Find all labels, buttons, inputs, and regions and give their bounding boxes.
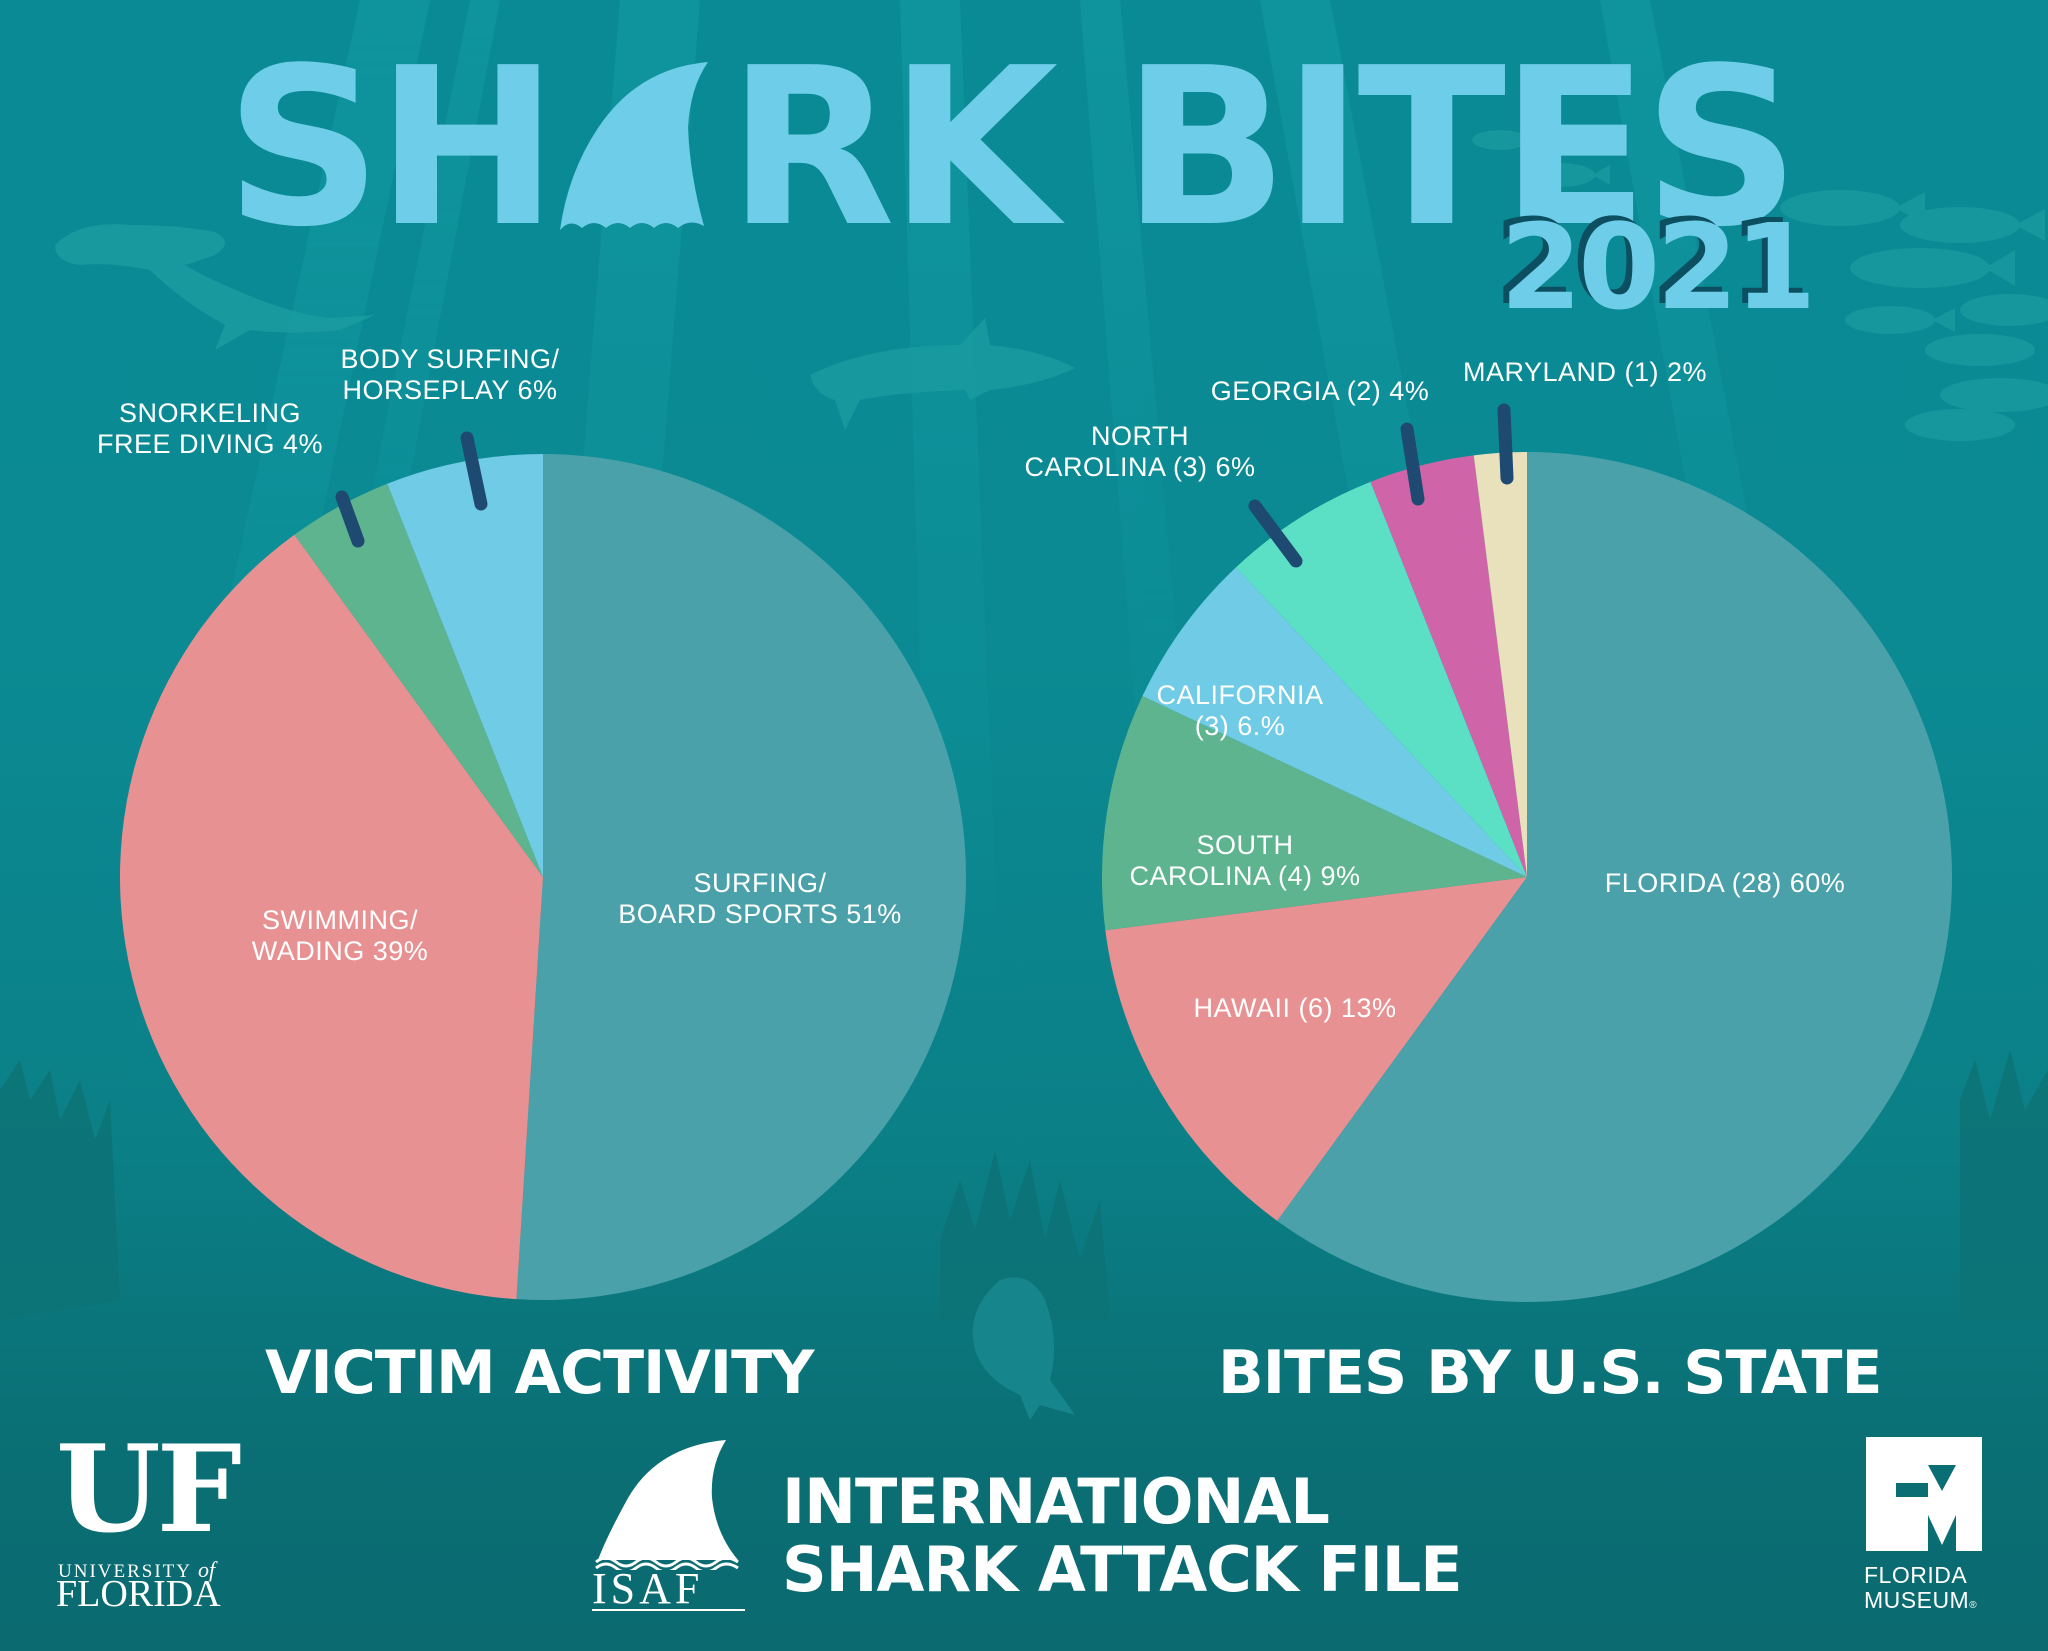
museum-line1: FLORIDA (1864, 1562, 1968, 1588)
leader-line (460, 431, 488, 511)
year-label: 2021 (1500, 198, 1816, 336)
label-surfing: SURFING/ BOARD SPORTS 51% (610, 868, 910, 930)
coral-silhouette (0, 1050, 2048, 1320)
label-south-carolina: SOUTH CAROLINA (4) 9% (1100, 830, 1390, 892)
florida-museum-logo-icon (1866, 1437, 1982, 1551)
uf-of-text: of (198, 1557, 216, 1582)
victim-activity-pie (120, 453, 967, 1300)
victim-activity-title: VICTIM ACTIVITY (265, 1338, 814, 1408)
label-line: FLORIDA (28) 60% (1604, 868, 1846, 898)
bites-by-state-pie (1102, 452, 1952, 1302)
isaf-name-line2: SHARK ATTACK FILE (782, 1533, 1463, 1606)
label-hawaii: HAWAII (6) 13% (1170, 993, 1420, 1024)
label-line: BODY SURFING/ (340, 344, 560, 374)
leader-line (1497, 403, 1514, 485)
isaf-fin-logo-icon (595, 1440, 739, 1570)
pie-slice (1236, 481, 1527, 877)
pie-slice (1142, 567, 1527, 877)
label-line: HAWAII (6) 13% (1193, 993, 1397, 1023)
label-line: MARYLAND (1) 2% (1462, 357, 1708, 387)
registered-mark: ® (1969, 1600, 1978, 1611)
uf-logo-mark: UF (56, 1419, 242, 1560)
page-title: SH RK BITES (225, 40, 1800, 258)
label-line: FREE DIVING 4% (96, 429, 324, 459)
label-maryland: MARYLAND (1) 2% (1440, 357, 1730, 388)
label-line: WADING 39% (251, 936, 429, 966)
label-line: CAROLINA (3) 6% (1024, 452, 1256, 482)
isaf-name-line1: INTERNATIONAL (782, 1465, 1330, 1538)
pie-slice (294, 483, 543, 877)
label-line: SWIMMING/ (262, 905, 418, 935)
isaf-abbr: ISAF (592, 1564, 704, 1613)
pie-slice (1102, 696, 1527, 931)
pie-slice (516, 453, 967, 1300)
pie-slice (1370, 455, 1527, 877)
leader-line (1400, 422, 1425, 506)
uf-logo-line1: UNIVERSITY of (58, 1557, 215, 1583)
label-line: CALIFORNIA (1156, 680, 1324, 710)
label-line: CAROLINA (4) 9% (1129, 861, 1361, 891)
label-line: SOUTH (1196, 830, 1294, 860)
label-line: (3) 6.% (1194, 711, 1286, 741)
uf-logo-line2: FLORIDA (56, 1573, 221, 1615)
isaf-underline (592, 1609, 745, 1611)
pie-slice (120, 534, 543, 1300)
label-line: NORTH (1090, 421, 1189, 451)
shark-silhouette-icon (810, 318, 1075, 430)
label-line: HORSEPLAY 6% (342, 375, 558, 405)
pie-slice (1473, 452, 1527, 877)
dolphin-silhouette-icon (972, 1277, 1075, 1420)
uf-university-text: UNIVERSITY (58, 1561, 192, 1582)
label-north-carolina: NORTH CAROLINA (3) 6% (1010, 421, 1270, 483)
hammerhead-silhouette-icon (55, 224, 375, 350)
pie-slice (1277, 452, 1952, 1302)
label-georgia: GEORGIA (2) 4% (1190, 376, 1450, 407)
leader-line (335, 490, 365, 548)
title-part-1: SH (225, 22, 558, 275)
florida-museum-name: FLORIDA MUSEUM® (1864, 1563, 1977, 1618)
label-line: SURFING/ (693, 868, 827, 898)
label-florida: FLORIDA (28) 60% (1570, 868, 1880, 899)
title-part-2: RK BITES (727, 22, 1800, 275)
leader-line (1248, 499, 1303, 568)
label-body-surfing: BODY SURFING/ HORSEPLAY 6% (320, 344, 580, 406)
label-california: CALIFORNIA (3) 6.% (1120, 680, 1360, 742)
fish-school-icon (1472, 130, 2048, 441)
label-line: GEORGIA (2) 4% (1210, 376, 1430, 406)
label-snorkeling: SNORKELING FREE DIVING 4% (80, 398, 340, 460)
bites-by-state-title: BITES BY U.S. STATE (1218, 1338, 1882, 1408)
shark-fin-icon (560, 62, 708, 230)
pie-slice (387, 454, 543, 877)
label-line: SNORKELING (118, 398, 302, 428)
isaf-name: INTERNATIONAL SHARK ATTACK FILE (782, 1465, 1463, 1606)
label-swimming: SWIMMING/ WADING 39% (210, 905, 470, 967)
museum-line2: MUSEUM (1864, 1587, 1970, 1613)
label-line: BOARD SPORTS 51% (618, 899, 902, 929)
pie-slice (1105, 877, 1527, 1221)
